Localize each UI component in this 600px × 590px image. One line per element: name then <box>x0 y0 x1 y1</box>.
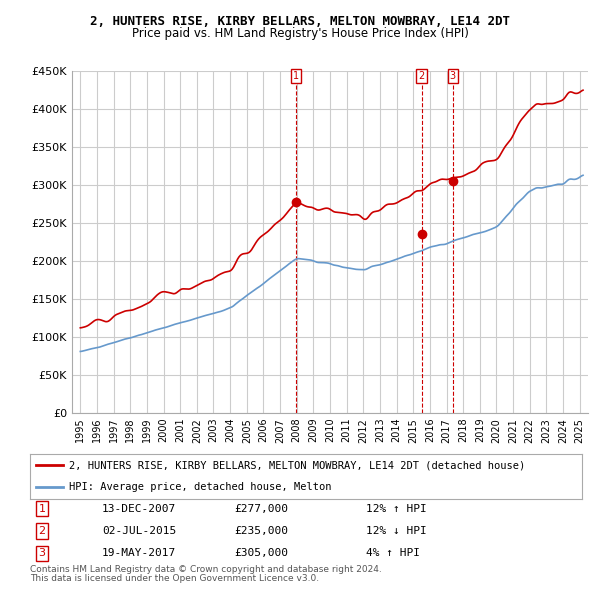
Text: 1: 1 <box>293 71 299 81</box>
Text: 3: 3 <box>450 71 456 81</box>
Text: 2: 2 <box>418 71 425 81</box>
Text: 13-DEC-2007: 13-DEC-2007 <box>102 504 176 513</box>
Text: 12% ↑ HPI: 12% ↑ HPI <box>366 504 427 513</box>
Text: 02-JUL-2015: 02-JUL-2015 <box>102 526 176 536</box>
Text: Contains HM Land Registry data © Crown copyright and database right 2024.: Contains HM Land Registry data © Crown c… <box>30 565 382 575</box>
Text: HPI: Average price, detached house, Melton: HPI: Average price, detached house, Melt… <box>68 483 331 493</box>
Text: 4% ↑ HPI: 4% ↑ HPI <box>366 549 420 558</box>
Text: 12% ↓ HPI: 12% ↓ HPI <box>366 526 427 536</box>
Text: 3: 3 <box>38 549 46 558</box>
Text: 1: 1 <box>38 504 46 513</box>
Text: 2, HUNTERS RISE, KIRBY BELLARS, MELTON MOWBRAY, LE14 2DT: 2, HUNTERS RISE, KIRBY BELLARS, MELTON M… <box>90 15 510 28</box>
Text: £305,000: £305,000 <box>234 549 288 558</box>
Text: £235,000: £235,000 <box>234 526 288 536</box>
Text: This data is licensed under the Open Government Licence v3.0.: This data is licensed under the Open Gov… <box>30 573 319 583</box>
Text: 2, HUNTERS RISE, KIRBY BELLARS, MELTON MOWBRAY, LE14 2DT (detached house): 2, HUNTERS RISE, KIRBY BELLARS, MELTON M… <box>68 460 525 470</box>
Text: £277,000: £277,000 <box>234 504 288 513</box>
Text: 19-MAY-2017: 19-MAY-2017 <box>102 549 176 558</box>
Text: 2: 2 <box>38 526 46 536</box>
Text: Price paid vs. HM Land Registry's House Price Index (HPI): Price paid vs. HM Land Registry's House … <box>131 27 469 40</box>
